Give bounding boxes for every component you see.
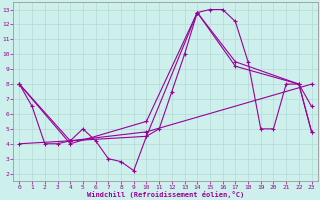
X-axis label: Windchill (Refroidissement éolien,°C): Windchill (Refroidissement éolien,°C) [87, 191, 244, 198]
